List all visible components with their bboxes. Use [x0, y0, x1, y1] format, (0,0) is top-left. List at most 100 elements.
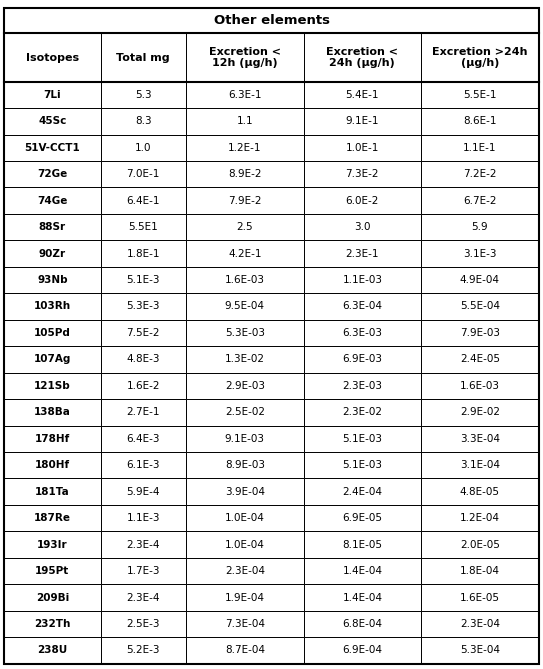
Text: 1.0E-1: 1.0E-1: [346, 142, 379, 153]
Text: 9.1E-1: 9.1E-1: [345, 116, 379, 126]
Bar: [100, 373, 186, 399]
Text: 2.4E-05: 2.4E-05: [460, 355, 500, 365]
Text: 7.9E-2: 7.9E-2: [228, 195, 262, 205]
Text: 5.9E-4: 5.9E-4: [127, 486, 160, 496]
Text: 72Ge: 72Ge: [37, 169, 67, 179]
Bar: [100, 452, 186, 478]
Text: 3.1E-04: 3.1E-04: [460, 460, 500, 470]
Text: 238U: 238U: [37, 646, 67, 656]
Text: 5.3E-03: 5.3E-03: [225, 328, 265, 338]
Text: 1.1E-03: 1.1E-03: [342, 275, 382, 285]
Bar: [4, 320, 100, 346]
Bar: [4, 346, 100, 373]
Bar: [100, 82, 186, 108]
Text: 74Ge: 74Ge: [37, 195, 68, 205]
Text: 2.7E-1: 2.7E-1: [127, 407, 160, 417]
Text: 107Ag: 107Ag: [34, 355, 71, 365]
Bar: [304, 584, 421, 611]
Text: 4.9E-04: 4.9E-04: [460, 275, 500, 285]
Text: 8.9E-03: 8.9E-03: [225, 460, 265, 470]
Bar: [4, 33, 100, 82]
Text: 105Pd: 105Pd: [34, 328, 71, 338]
Bar: [304, 214, 421, 240]
Text: 8.7E-04: 8.7E-04: [225, 646, 265, 656]
Bar: [421, 399, 539, 425]
Bar: [421, 82, 539, 108]
Bar: [186, 134, 304, 161]
Text: 2.3E-4: 2.3E-4: [127, 593, 160, 603]
Text: 1.0: 1.0: [135, 142, 151, 153]
Text: 6.3E-1: 6.3E-1: [228, 90, 262, 100]
Text: 5.1E-3: 5.1E-3: [127, 275, 160, 285]
Text: 7.2E-2: 7.2E-2: [463, 169, 497, 179]
Text: 1.4E-04: 1.4E-04: [342, 593, 382, 603]
Text: 2.9E-03: 2.9E-03: [225, 381, 265, 391]
Bar: [186, 558, 304, 584]
Bar: [186, 531, 304, 558]
Text: 4.2E-1: 4.2E-1: [228, 249, 262, 259]
Text: 5.5E1: 5.5E1: [128, 222, 158, 232]
Text: 5.9: 5.9: [471, 222, 488, 232]
Bar: [186, 214, 304, 240]
Text: 9.1E-03: 9.1E-03: [225, 434, 265, 444]
Bar: [421, 425, 539, 452]
Text: Excretion <
24h (μg/h): Excretion < 24h (μg/h): [326, 47, 399, 68]
Text: 1.8E-1: 1.8E-1: [127, 249, 160, 259]
Bar: [4, 293, 100, 320]
Text: 2.3E-03: 2.3E-03: [342, 381, 382, 391]
Bar: [304, 505, 421, 531]
Text: 180Hf: 180Hf: [35, 460, 70, 470]
Text: Total mg: Total mg: [116, 53, 170, 62]
Bar: [186, 161, 304, 187]
Text: 6.3E-04: 6.3E-04: [342, 302, 382, 312]
Text: 51V-CCT1: 51V-CCT1: [24, 142, 80, 153]
Bar: [421, 214, 539, 240]
Bar: [4, 8, 539, 33]
Text: 1.2E-04: 1.2E-04: [460, 513, 500, 523]
Text: 2.3E-1: 2.3E-1: [345, 249, 379, 259]
Text: 2.9E-02: 2.9E-02: [460, 407, 500, 417]
Bar: [100, 161, 186, 187]
Text: 209Bi: 209Bi: [36, 593, 69, 603]
Bar: [4, 558, 100, 584]
Bar: [100, 108, 186, 134]
Text: 2.5E-3: 2.5E-3: [127, 619, 160, 629]
Text: 1.8E-04: 1.8E-04: [460, 566, 500, 576]
Bar: [100, 320, 186, 346]
Text: 2.3E-04: 2.3E-04: [225, 566, 265, 576]
Text: 181Ta: 181Ta: [35, 486, 70, 496]
Text: 7.5E-2: 7.5E-2: [127, 328, 160, 338]
Bar: [100, 584, 186, 611]
Bar: [100, 425, 186, 452]
Text: Other elements: Other elements: [213, 14, 330, 27]
Bar: [421, 584, 539, 611]
Text: 193Ir: 193Ir: [37, 540, 68, 550]
Bar: [421, 505, 539, 531]
Bar: [304, 611, 421, 637]
Bar: [4, 240, 100, 267]
Bar: [100, 187, 186, 214]
Bar: [186, 478, 304, 505]
Text: 5.2E-3: 5.2E-3: [127, 646, 160, 656]
Text: 8.1E-05: 8.1E-05: [342, 540, 382, 550]
Text: 5.3: 5.3: [135, 90, 151, 100]
Bar: [186, 240, 304, 267]
Bar: [4, 187, 100, 214]
Text: 90Zr: 90Zr: [39, 249, 66, 259]
Bar: [4, 531, 100, 558]
Text: Excretion <
12h (μg/h): Excretion < 12h (μg/h): [209, 47, 281, 68]
Bar: [186, 82, 304, 108]
Bar: [100, 637, 186, 664]
Bar: [186, 373, 304, 399]
Text: 6.4E-1: 6.4E-1: [127, 195, 160, 205]
Text: Excretion >24h
(μg/h): Excretion >24h (μg/h): [432, 47, 528, 68]
Text: 5.3E-04: 5.3E-04: [460, 646, 500, 656]
Bar: [421, 452, 539, 478]
Text: 88Sr: 88Sr: [39, 222, 66, 232]
Text: 5.3E-3: 5.3E-3: [127, 302, 160, 312]
Bar: [100, 134, 186, 161]
Bar: [186, 33, 304, 82]
Bar: [4, 637, 100, 664]
Bar: [4, 214, 100, 240]
Bar: [100, 558, 186, 584]
